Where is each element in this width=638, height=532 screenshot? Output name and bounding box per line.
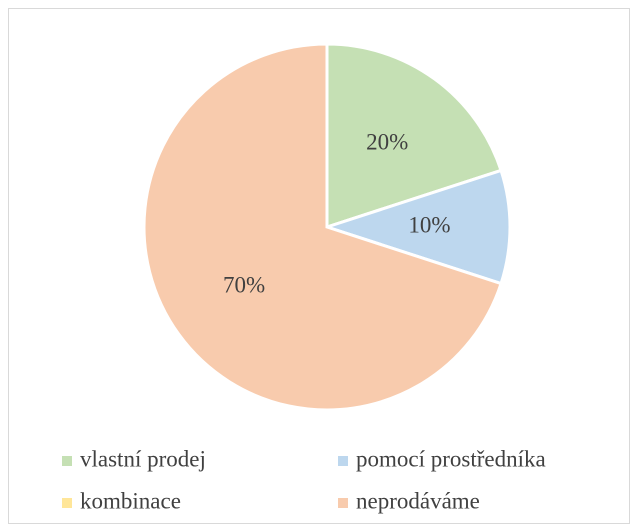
legend-swatch [338, 498, 348, 508]
legend-label: neprodáváme [356, 488, 480, 513]
data-label: 20% [366, 129, 408, 154]
legend-swatch [62, 498, 72, 508]
legend-swatch [338, 456, 348, 466]
data-label: 10% [408, 212, 450, 237]
pie-slice [322, 168, 512, 286]
data-label: 70% [223, 273, 265, 298]
pie-slice [325, 42, 503, 230]
pie-slice [142, 42, 503, 412]
legend-label: pomocí prostředníka [356, 446, 546, 471]
legend-label: kombinace [80, 488, 181, 513]
legend-swatch [62, 456, 72, 466]
legend-label: vlastní prodej [80, 446, 206, 471]
